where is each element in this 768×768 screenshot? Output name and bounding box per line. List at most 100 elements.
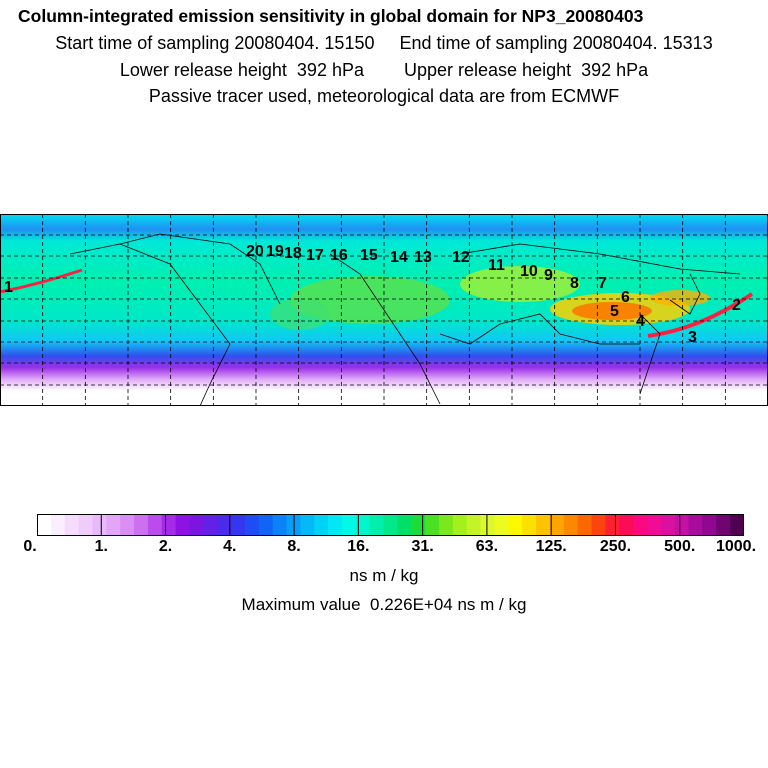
colorbar-swatch [452,514,468,536]
plume-streak [647,292,754,338]
colorbar-swatch [175,514,190,536]
colorbar-swatch [203,514,218,536]
colorbar-swatch [314,514,329,536]
trajectory-label: 10 [520,263,538,280]
colorbar-tick-label: 16. [347,538,370,555]
plot-title: Column-integrated emission sensitivity i… [18,6,644,26]
sensitivity-patch [270,298,330,330]
coastlines [69,233,741,406]
colorbar-tick-label: 500. [664,538,696,555]
tracer-info-line: Passive tracer used, meteorological data… [148,86,620,106]
trajectory-label: 11 [488,257,505,274]
colorbar-swatch [508,514,523,536]
colorbar-swatch [425,514,440,536]
colorbar-swatch [439,514,454,536]
colorbar-tick-label: 1. [94,538,108,555]
trajectory-label: 19 [266,243,284,260]
sampling-time-line: Start time of sampling 20080404. 15150 E… [55,33,713,53]
colorbar [37,514,744,536]
colorbar-tick-label: 125. [535,538,567,555]
sensitivity-patch [650,290,710,306]
trajectory-label: 13 [414,249,432,266]
colorbar-swatch [134,514,149,536]
colorbar-swatch [37,514,52,536]
colorbar-swatch [92,514,107,536]
colorbar-swatch [397,514,412,536]
colorbar-swatch [258,514,274,536]
colorbar-tick-label: 250. [599,538,632,555]
trajectory-label: 14 [390,249,408,266]
colorbar-swatch [300,514,315,536]
colorbar-swatch [591,514,606,536]
colorbar-tick-label: 31. [411,538,434,555]
colorbar-swatch [619,514,634,536]
lat-lon-grid [0,214,768,406]
trajectory-label: 1 [4,279,13,296]
colorbar-swatch [674,514,690,536]
sensitivity-patch [460,266,580,302]
colorbar-swatch [633,514,648,536]
trajectory-label: 20 [246,243,264,260]
colorbar-swatch [646,514,662,536]
sensitivity-patch [572,302,652,320]
colorbar-swatch [605,514,620,536]
colorbar-units: ns m / kg [349,566,419,585]
trajectory-label: 6 [621,289,630,306]
colorbar-frame [37,514,744,536]
colorbar-swatch [217,514,232,536]
colorbar-swatch [702,514,717,536]
colorbar-swatch [369,514,385,536]
plume-streak [0,268,83,294]
trajectory-label: 5 [610,303,619,320]
colorbar-swatch [536,514,551,536]
colorbar-swatch [78,514,93,536]
colorbar-swatch [355,514,371,536]
colorbar-swatch [272,514,288,536]
colorbar-tick-label: 63. [475,538,499,555]
colorbar-swatch [244,514,260,536]
colorbar-tick-label: 2. [158,538,173,555]
maximum-value: Maximum value 0.226E+04 ns m / kg [241,595,527,614]
trajectory-label: 15 [360,247,378,264]
trajectory-label: 4 [636,313,645,330]
colorbar-swatch [50,514,66,536]
colorbar-tick-label: 1000. [715,538,757,555]
trajectory-label: 17 [306,247,324,264]
trajectory-label: 8 [570,275,579,292]
colorbar-swatch [688,514,703,536]
colorbar-swatch [480,514,495,536]
colorbar-swatch [522,514,537,536]
colorbar-swatch [466,514,482,536]
colorbar-swatch [383,514,398,536]
trajectory-label: 16 [330,247,348,264]
colorbar-swatch [64,514,80,536]
colorbar-swatch [161,514,177,536]
trajectory-label: 18 [284,245,302,262]
trajectory-label: 7 [598,275,607,292]
colorbar-swatch [549,514,565,536]
colorbar-swatch [341,514,357,536]
colorbar-tick-label: 0. [23,538,37,555]
trajectory-label: 9 [544,267,553,284]
colorbar-swatch [577,514,593,536]
colorbar-swatch [147,514,163,536]
colorbar-swatch [189,514,204,536]
colorbar-tick-label: 8. [287,538,301,555]
colorbar-swatch [730,514,744,536]
trajectory-label: 12 [452,249,470,266]
colorbar-swatch [660,514,676,536]
sensitivity-patch [290,276,450,324]
colorbar-swatch [716,514,731,536]
colorbar-swatch [411,514,426,536]
colorbar-tick-label: 4. [223,538,237,555]
colorbar-swatch [120,514,135,536]
colorbar-swatch [106,514,121,536]
release-height-line: Lower release height 392 hPa Upper relea… [119,60,649,80]
trajectory-label: 3 [688,329,697,346]
colorbar-swatch [563,514,579,536]
colorbar-swatch [231,514,246,536]
colorbar-swatch [328,514,343,536]
colorbar-swatch [494,514,509,536]
trajectory-label: 2 [732,297,741,314]
